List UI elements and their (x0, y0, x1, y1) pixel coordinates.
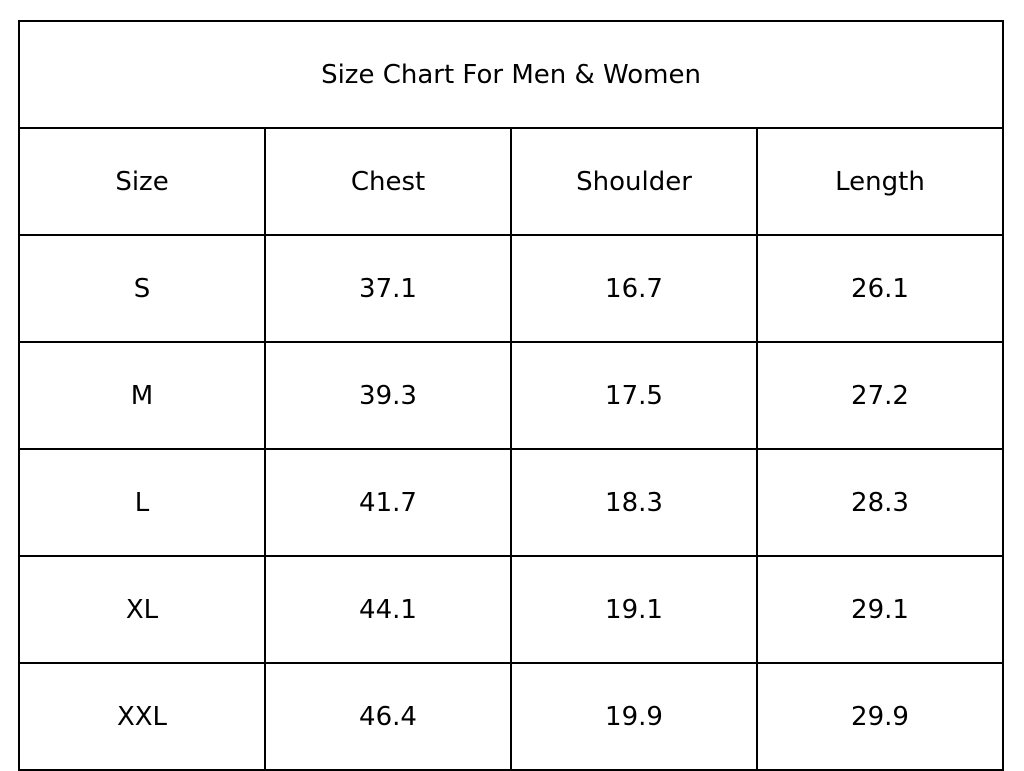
measure-cell: 29.9 (756, 662, 1004, 771)
size-row: XL 44.1 19.1 29.1 (18, 555, 1004, 664)
measure-cell: 44.1 (264, 555, 512, 664)
size-cell: L (18, 448, 266, 557)
size-table: Size Chart For Men & Women Size Chest Shou… (18, 20, 1004, 771)
measure-cell: 28.3 (756, 448, 1004, 557)
measure-cell: 19.1 (510, 555, 758, 664)
size-cell: XL (18, 555, 266, 664)
measure-cell: 16.7 (510, 234, 758, 343)
measure-cell: 27.2 (756, 341, 1004, 450)
header-row: Size Chest Shoulder Length (18, 127, 1004, 236)
measure-cell: 26.1 (756, 234, 1004, 343)
measure-cell: 41.7 (264, 448, 512, 557)
measure-cell: 18.3 (510, 448, 758, 557)
title-row: Size Chart For Men & Women (18, 20, 1004, 129)
size-row: XXL 46.4 19.9 29.9 (18, 662, 1004, 771)
size-cell: S (18, 234, 266, 343)
table-title: Size Chart For Men & Women (18, 20, 1004, 129)
column-header: Size (18, 127, 266, 236)
column-header: Length (756, 127, 1004, 236)
measure-cell: 19.9 (510, 662, 758, 771)
size-row: M 39.3 17.5 27.2 (18, 341, 1004, 450)
size-cell: M (18, 341, 266, 450)
measure-cell: 29.1 (756, 555, 1004, 664)
column-header: Chest (264, 127, 512, 236)
size-row: L 41.7 18.3 28.3 (18, 448, 1004, 557)
measure-cell: 46.4 (264, 662, 512, 771)
size-cell: XXL (18, 662, 266, 771)
size-row: S 37.1 16.7 26.1 (18, 234, 1004, 343)
measure-cell: 17.5 (510, 341, 758, 450)
measure-cell: 39.3 (264, 341, 512, 450)
measure-cell: 37.1 (264, 234, 512, 343)
column-header: Shoulder (510, 127, 758, 236)
